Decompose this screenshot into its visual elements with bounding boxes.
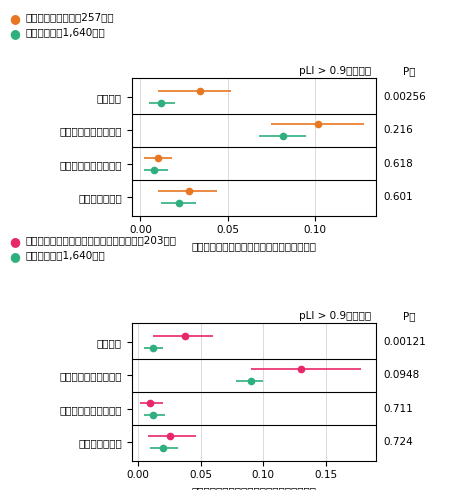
Text: 0.724: 0.724 <box>383 437 413 447</box>
Text: pLI > 0.9の遅伝子: pLI > 0.9の遅伝子 <box>299 311 371 321</box>
Text: 0.00256: 0.00256 <box>383 92 426 102</box>
Text: ●: ● <box>9 12 20 25</box>
Text: ●: ● <box>9 235 20 248</box>
Text: ●: ● <box>9 250 20 263</box>
Text: 0.711: 0.711 <box>383 404 413 414</box>
Text: P値: P値 <box>403 66 416 76</box>
Text: P値: P値 <box>403 311 416 321</box>
Text: ●: ● <box>9 27 20 40</box>
Text: 双極性障害発端者（257名）: 双極性障害発端者（257名） <box>26 12 115 22</box>
Text: pLI > 0.9の遅伝子: pLI > 0.9の遅伝子 <box>299 66 371 76</box>
Text: 対照健常者（1,640名）: 対照健常者（1,640名） <box>26 250 106 260</box>
Text: 0.618: 0.618 <box>383 159 413 169</box>
Text: 0.601: 0.601 <box>383 192 413 202</box>
X-axis label: 一般集団で観察されないデノボ変異（個数）: 一般集団で観察されないデノボ変異（個数） <box>191 241 316 251</box>
Text: 0.00121: 0.00121 <box>383 337 426 347</box>
Text: 対照健常者（1,640名）: 対照健常者（1,640名） <box>26 27 106 37</box>
Text: 0.0948: 0.0948 <box>383 370 419 380</box>
Text: 双極型障害・統合失調感情障害の発端者（203名）: 双極型障害・統合失調感情障害の発端者（203名） <box>26 235 177 245</box>
X-axis label: 一般集団で観察されないデノボ変異（個数）: 一般集団で観察されないデノボ変異（個数） <box>191 486 316 490</box>
Text: 0.216: 0.216 <box>383 125 413 135</box>
